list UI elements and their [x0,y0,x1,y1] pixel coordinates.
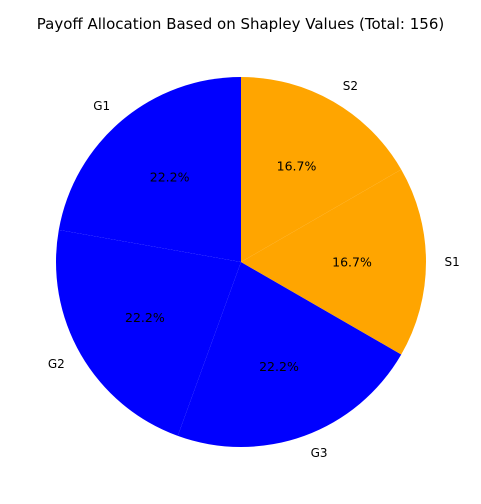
pie-labels: G1 22.2% G2 22.2% G3 22.2% S1 16.7% S2 16.7% [48,79,460,460]
slice-label-s2: S2 [343,79,358,93]
pie-slice-g2 [56,229,241,436]
pie-slice-g3 [177,262,402,448]
slice-percent-s1: 16.7% [332,254,372,269]
slice-percent-s2: 16.7% [277,158,317,173]
slice-label-g3: G3 [311,446,328,460]
slice-label-g1: G1 [93,99,110,113]
chart-title: Payoff Allocation Based on Shapley Value… [37,15,444,33]
slice-percent-g3: 22.2% [259,359,299,374]
slice-label-s1: S1 [445,255,460,269]
slice-label-g2: G2 [48,357,65,371]
pie-slice-s2 [241,77,402,262]
pie-slice-s1 [241,169,427,355]
slice-percent-g1: 22.2% [150,169,190,184]
pie-slice-g1 [58,77,241,262]
pie-slices [56,77,427,448]
slice-percent-g2: 22.2% [125,310,165,325]
